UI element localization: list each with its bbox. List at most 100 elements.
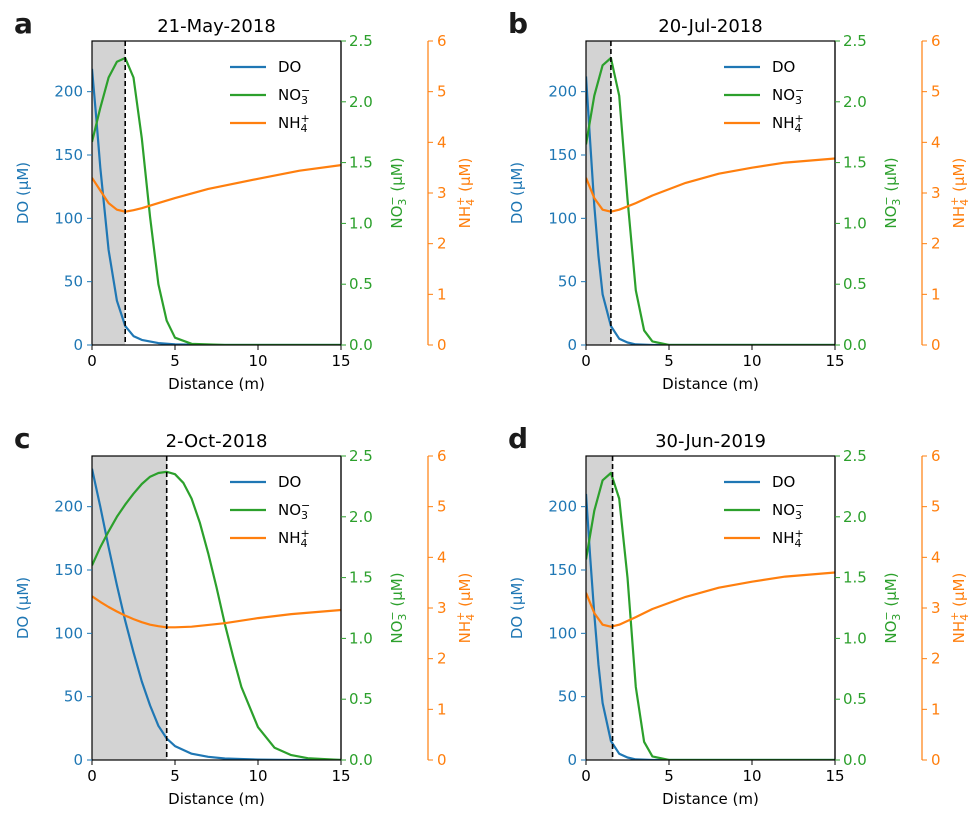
do-tick-label: 150 [548, 561, 577, 579]
series-line-no3 [586, 471, 835, 760]
nh4-tick-label: 2 [437, 235, 447, 253]
x-tick-label: 15 [825, 767, 844, 785]
do-tick-label: 150 [548, 146, 577, 164]
do-axis-label: DO (μM) [14, 577, 32, 639]
no3-tick-label: 0.5 [843, 275, 867, 293]
oxic-zone-shading [586, 41, 611, 345]
legend: DO NO3− NH4+ [724, 473, 804, 550]
nh4-tick-label: 0 [931, 336, 941, 354]
no3-tick-label: 0.5 [843, 690, 867, 708]
oxic-zone-shading [92, 41, 126, 345]
no3-tick-label: 2.5 [349, 447, 373, 465]
series-group [92, 56, 341, 345]
panel-title: 20-Jul-2018 [658, 16, 762, 37]
do-tick-label: 200 [54, 83, 83, 101]
no3-tick-label: 0.5 [349, 275, 373, 293]
no3-tick-label: 2.5 [349, 32, 373, 50]
nh4-tick-label: 0 [931, 751, 941, 769]
x-tick-label: 10 [248, 352, 267, 370]
nh4-tick-label: 4 [437, 548, 447, 566]
do-tick-label: 200 [54, 498, 83, 516]
x-axis-label: Distance (m) [662, 375, 759, 393]
nh4-tick-label: 5 [931, 498, 941, 516]
legend-label-nh4: NH4+ [772, 112, 804, 135]
legend-label-do: DO [278, 58, 301, 76]
no3-tick-label: 0.0 [843, 751, 867, 769]
nh4-tick-label: 6 [437, 32, 447, 50]
nh4-tick-label: 2 [931, 235, 941, 253]
x-tick-label: 5 [170, 352, 180, 370]
x-axis-label: Distance (m) [168, 375, 265, 393]
x-tick-label: 10 [248, 767, 267, 785]
series-group [92, 468, 341, 760]
panel-title: 2-Oct-2018 [166, 431, 268, 452]
series-line-no3 [92, 470, 341, 760]
legend-label-no3: NO3− [278, 499, 310, 522]
do-tick-label: 0 [73, 751, 83, 769]
legend-label-nh4: NH4+ [278, 527, 310, 550]
nh4-tick-label: 3 [931, 184, 941, 202]
no3-tick-label: 1.5 [843, 154, 867, 172]
no3-axis-label: NO3− (μM) [386, 572, 409, 643]
nh4-tick-label: 5 [437, 83, 447, 101]
panel-letter: a [14, 7, 33, 40]
nh4-tick-label: 2 [437, 650, 447, 668]
no3-tick-label: 2.5 [843, 447, 867, 465]
nh4-tick-label: 0 [437, 336, 447, 354]
no3-tick-label: 2.0 [843, 508, 867, 526]
nh4-tick-label: 4 [437, 133, 447, 151]
nh4-tick-label: 1 [437, 700, 447, 718]
x-tick-label: 5 [664, 352, 674, 370]
panel-title: 21-May-2018 [157, 16, 276, 37]
x-tick-label: 5 [664, 767, 674, 785]
no3-tick-label: 1.5 [349, 154, 373, 172]
no3-axis-label: NO3− (μM) [880, 157, 903, 228]
x-axis-label: Distance (m) [168, 790, 265, 808]
legend-label-nh4: NH4+ [278, 112, 310, 135]
do-tick-label: 100 [548, 624, 577, 642]
x-tick-label: 15 [331, 352, 350, 370]
nh4-tick-label: 3 [437, 184, 447, 202]
series-line-no3 [586, 56, 835, 345]
nh4-tick-label: 3 [437, 599, 447, 617]
do-tick-label: 100 [548, 209, 577, 227]
do-tick-label: 0 [73, 336, 83, 354]
do-tick-label: 50 [64, 273, 83, 291]
x-tick-label: 5 [170, 767, 180, 785]
series-line-do [92, 468, 341, 760]
do-tick-label: 200 [548, 498, 577, 516]
do-tick-label: 0 [567, 336, 577, 354]
nh4-tick-label: 2 [931, 650, 941, 668]
nh4-tick-label: 5 [931, 83, 941, 101]
nh4-tick-label: 5 [437, 498, 447, 516]
oxic-zone-shading [92, 456, 167, 760]
no3-axis-label: NO3− (μM) [386, 157, 409, 228]
legend: DO NO3− NH4+ [724, 58, 804, 135]
panel-letter: b [508, 7, 528, 40]
nh4-tick-label: 4 [931, 133, 941, 151]
series-line-nh4 [92, 164, 341, 213]
panel-title: 30-Jun-2019 [655, 431, 766, 452]
legend-label-no3: NO3− [772, 84, 804, 107]
no3-tick-label: 0.0 [349, 751, 373, 769]
nh4-axis-label: NH4+ (μM) [948, 158, 971, 229]
nh4-axis-label: NH4+ (μM) [454, 573, 477, 644]
nh4-tick-label: 4 [931, 548, 941, 566]
nh4-tick-label: 6 [437, 447, 447, 465]
do-tick-label: 50 [558, 273, 577, 291]
panel-letter: c [14, 422, 31, 455]
do-tick-label: 0 [567, 751, 577, 769]
series-line-no3 [92, 56, 341, 345]
no3-tick-label: 1.5 [843, 569, 867, 587]
do-axis-label: DO (μM) [508, 577, 526, 639]
series-line-do [92, 68, 341, 345]
no3-tick-label: 2.0 [349, 93, 373, 111]
no3-tick-label: 1.0 [843, 629, 867, 647]
x-tick-label: 15 [825, 352, 844, 370]
x-tick-label: 10 [742, 352, 761, 370]
x-tick-label: 0 [581, 352, 591, 370]
no3-tick-label: 0.0 [349, 336, 373, 354]
